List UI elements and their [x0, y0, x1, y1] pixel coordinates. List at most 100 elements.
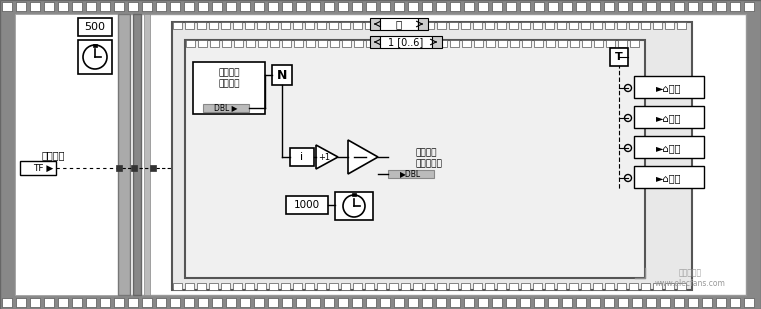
Bar — [449, 283, 458, 290]
Bar — [436, 298, 446, 307]
Text: ►⌂西绿: ►⌂西绿 — [656, 173, 682, 183]
Bar — [282, 2, 292, 11]
Bar — [86, 298, 96, 307]
Bar — [688, 298, 698, 307]
Bar — [305, 283, 314, 290]
Bar — [170, 298, 180, 307]
Bar — [281, 22, 290, 29]
Bar — [569, 283, 578, 290]
Bar — [341, 283, 350, 290]
Bar — [674, 2, 684, 11]
Bar — [128, 298, 138, 307]
Bar — [473, 283, 482, 290]
Text: DBL ▶: DBL ▶ — [215, 104, 237, 112]
Text: i: i — [301, 152, 304, 162]
Bar — [629, 22, 638, 29]
Bar — [172, 22, 692, 290]
Bar — [534, 40, 543, 47]
Bar — [365, 283, 374, 290]
Bar — [30, 2, 40, 11]
Bar — [569, 22, 578, 29]
Bar — [632, 2, 642, 11]
Text: 假: 假 — [396, 19, 402, 29]
Bar — [558, 40, 567, 47]
Bar — [461, 22, 470, 29]
Bar — [173, 22, 182, 29]
Bar — [245, 283, 254, 290]
Polygon shape — [316, 145, 338, 169]
Bar — [674, 298, 684, 307]
Bar — [534, 2, 544, 11]
Bar — [324, 2, 334, 11]
Bar — [677, 283, 686, 290]
Bar — [576, 2, 586, 11]
Bar — [198, 40, 207, 47]
Bar — [114, 298, 124, 307]
Bar — [630, 40, 639, 47]
Bar — [150, 165, 156, 171]
Bar — [634, 136, 704, 158]
Bar — [353, 283, 362, 290]
Bar — [317, 283, 326, 290]
Bar — [744, 298, 754, 307]
Bar — [437, 283, 446, 290]
Bar — [310, 2, 320, 11]
Bar — [492, 2, 502, 11]
Bar — [365, 22, 374, 29]
Bar — [716, 2, 726, 11]
Bar — [498, 40, 507, 47]
Bar — [193, 62, 265, 114]
Bar — [545, 22, 554, 29]
Bar — [604, 2, 614, 11]
Bar — [604, 298, 614, 307]
Bar — [401, 22, 410, 29]
Bar — [2, 298, 12, 307]
Bar — [414, 40, 423, 47]
Bar — [617, 283, 626, 290]
Bar — [268, 2, 278, 11]
Bar — [418, 18, 428, 30]
Bar — [716, 298, 726, 307]
Bar — [521, 283, 530, 290]
Bar — [590, 298, 600, 307]
Bar — [394, 298, 404, 307]
Bar — [688, 2, 698, 11]
Bar — [156, 2, 166, 11]
Circle shape — [83, 45, 107, 69]
Bar — [270, 40, 279, 47]
Bar — [131, 165, 137, 171]
Bar — [184, 2, 194, 11]
Bar — [425, 22, 434, 29]
Bar — [594, 40, 603, 47]
Bar — [605, 283, 614, 290]
Bar — [605, 22, 614, 29]
Bar — [413, 283, 422, 290]
Polygon shape — [348, 140, 378, 174]
Bar — [388, 170, 434, 178]
Bar — [16, 2, 26, 11]
Bar — [492, 298, 502, 307]
Bar — [730, 298, 740, 307]
Bar — [173, 283, 182, 290]
Bar — [606, 40, 615, 47]
Bar — [209, 283, 218, 290]
Bar — [212, 2, 222, 11]
Bar — [702, 2, 712, 11]
Bar — [438, 40, 447, 47]
Bar — [744, 2, 754, 11]
Bar — [422, 2, 432, 11]
Bar — [44, 298, 54, 307]
Bar — [450, 40, 459, 47]
Text: ►⌂东绿: ►⌂东绿 — [656, 143, 682, 153]
Bar — [58, 2, 68, 11]
Bar — [478, 298, 488, 307]
Bar — [422, 298, 432, 307]
Bar — [370, 18, 380, 30]
Bar — [293, 22, 302, 29]
Bar — [338, 298, 348, 307]
Bar — [660, 298, 670, 307]
Bar — [618, 40, 627, 47]
Text: ▶DBL: ▶DBL — [400, 170, 422, 179]
Bar — [478, 2, 488, 11]
Bar — [221, 22, 230, 29]
